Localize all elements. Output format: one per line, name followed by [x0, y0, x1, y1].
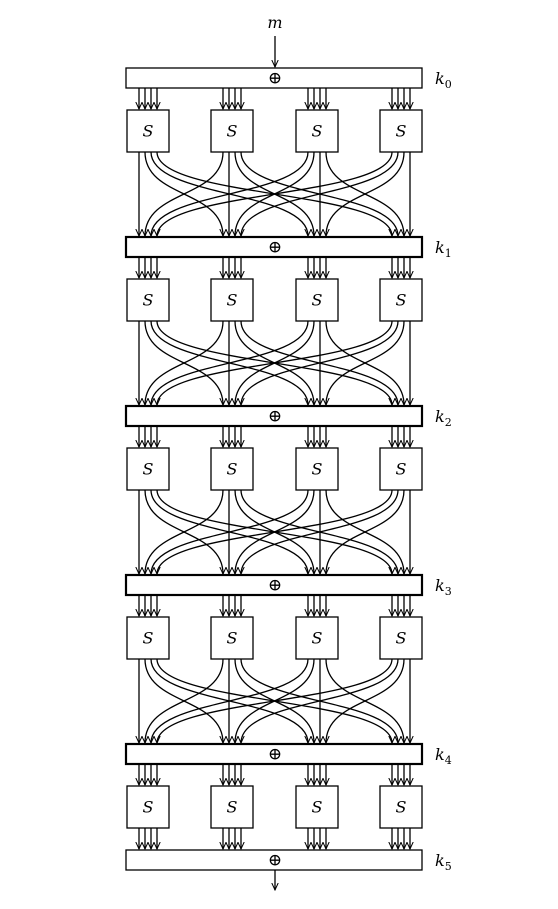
sbox — [126, 109, 170, 153]
sbox — [210, 109, 254, 153]
permutation-wire — [145, 658, 224, 743]
key-label: k4 — [435, 745, 452, 767]
key-label-subscript: 5 — [445, 860, 452, 873]
permutation-wire — [157, 658, 393, 743]
sbox-label: S — [227, 122, 238, 141]
key-label: k5 — [435, 851, 452, 873]
sbox-label: S — [396, 122, 407, 141]
sbox-label: S — [227, 460, 238, 479]
key-label-subscript: 2 — [445, 416, 452, 429]
sbox — [379, 109, 423, 153]
sbox-label: S — [396, 460, 407, 479]
sbox — [295, 785, 339, 829]
sbox-label: S — [312, 798, 323, 817]
sbox-label: S — [227, 291, 238, 310]
permutation-wire — [151, 320, 309, 405]
key-label: k0 — [435, 69, 452, 91]
permutation-wire — [241, 658, 399, 743]
sbox — [295, 616, 339, 660]
sbox — [379, 785, 423, 829]
permutation-wire — [145, 320, 224, 405]
permutation-wire — [151, 151, 309, 236]
key-label: k3 — [435, 576, 452, 598]
sbox-label: S — [143, 629, 154, 648]
permutation-wire — [241, 151, 399, 236]
sbox — [295, 109, 339, 153]
permutation-wire — [241, 489, 399, 574]
boxes-layer: ⊕ k0 ⊕ k1 ⊕ k2 ⊕ k3 ⊕ k4 ⊕ k5 S S S S S S S S S S S S S S S S S S S S — [124, 67, 452, 873]
xor-bar — [124, 404, 424, 428]
sbox — [379, 616, 423, 660]
sbox — [295, 447, 339, 491]
sbox — [126, 447, 170, 491]
key-label-subscript: 3 — [445, 585, 452, 598]
sbox — [210, 447, 254, 491]
permutation-wire — [326, 320, 405, 405]
permutation-wire — [157, 489, 393, 574]
sbox-label: S — [396, 291, 407, 310]
sbox-label: S — [143, 291, 154, 310]
key-label: k2 — [435, 407, 452, 429]
sbox — [210, 616, 254, 660]
sbox — [210, 785, 254, 829]
sbox-label: S — [396, 798, 407, 817]
sbox — [379, 447, 423, 491]
xor-bar — [124, 235, 424, 259]
xor-bar — [124, 573, 424, 597]
sbox — [295, 278, 339, 322]
sbox-label: S — [227, 629, 238, 648]
sbox — [126, 616, 170, 660]
sbox — [379, 278, 423, 322]
permutation-wire — [326, 151, 405, 236]
input-label: m — [267, 13, 282, 32]
xor-icon: ⊕ — [268, 238, 282, 258]
sbox-label: S — [227, 798, 238, 817]
key-label-subscript: 0 — [445, 78, 452, 91]
permutation-wire — [151, 489, 309, 574]
key-label-subscript: 4 — [445, 754, 452, 767]
sbox-label: S — [312, 291, 323, 310]
xor-icon: ⊕ — [268, 745, 282, 765]
sbox-label: S — [143, 122, 154, 141]
permutation-wire — [145, 151, 224, 236]
sbox-label: S — [143, 460, 154, 479]
sbox-label: S — [143, 798, 154, 817]
sbox-label: S — [312, 460, 323, 479]
permutation-wire — [326, 658, 405, 743]
xor-bar — [125, 67, 423, 89]
key-label: k1 — [435, 238, 452, 260]
sbox — [126, 785, 170, 829]
sbox — [210, 278, 254, 322]
xor-bar — [125, 849, 423, 871]
permutation-wire — [157, 320, 393, 405]
key-label-subscript: 1 — [445, 247, 452, 260]
sbox — [126, 278, 170, 322]
permutation-wire — [157, 151, 393, 236]
xor-bar — [124, 742, 424, 766]
xor-icon: ⊕ — [268, 407, 282, 427]
permutation-wire — [151, 658, 309, 743]
sbox-label: S — [312, 629, 323, 648]
wires-layer — [139, 36, 410, 890]
sbox-label: S — [312, 122, 323, 141]
permutation-wire — [241, 320, 399, 405]
xor-icon: ⊕ — [268, 69, 282, 89]
permutation-wire — [326, 489, 405, 574]
xor-icon: ⊕ — [268, 851, 282, 871]
xor-icon: ⊕ — [268, 576, 282, 596]
sbox-label: S — [396, 629, 407, 648]
permutation-wire — [145, 489, 224, 574]
